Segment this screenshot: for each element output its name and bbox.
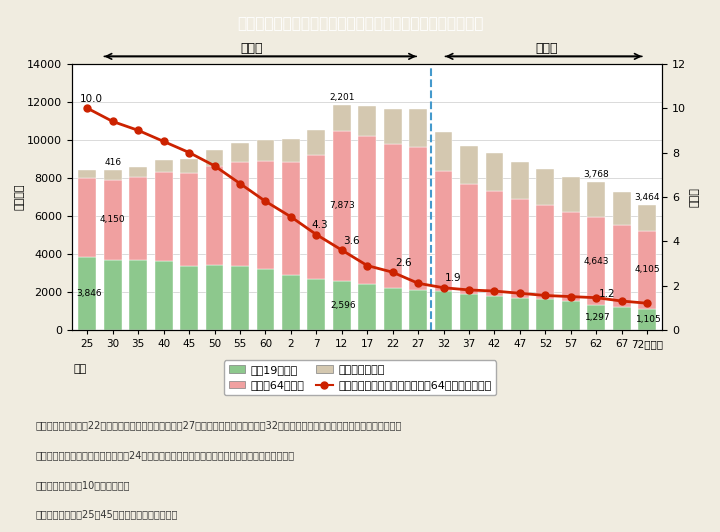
Bar	[638, 205, 656, 231]
Bar	[638, 309, 656, 330]
Text: （備考）　１．平成22年までは総務省「国勢調査」，27年は総務省「人口推計」，32年以降は国立社会保障・人口問題研究所「日本: （備考） １．平成22年までは総務省「国勢調査」，27年は総務省「人口推計」，3…	[36, 420, 402, 430]
Text: 4,105: 4,105	[634, 265, 660, 275]
Text: ３．昭和25～45年は沖縄県を含まない。: ３．昭和25～45年は沖縄県を含まない。	[36, 510, 179, 520]
Bar	[282, 275, 300, 330]
Bar	[485, 153, 503, 191]
Text: 4.3: 4.3	[311, 220, 328, 230]
Bar	[206, 167, 223, 265]
Bar	[78, 170, 96, 178]
Bar	[536, 169, 554, 205]
Bar	[638, 231, 656, 309]
Bar	[384, 110, 402, 144]
Text: 平成: 平成	[284, 364, 297, 374]
Bar	[155, 261, 173, 330]
Bar	[511, 162, 528, 199]
Bar	[588, 182, 605, 217]
Legend: ０～19歳人口, ２０～64歳人口, ６５歳以上人口, ６５歳以上１人を支える２０～64歳人口（右軸）: ０～19歳人口, ２０～64歳人口, ６５歳以上人口, ６５歳以上１人を支える２…	[224, 361, 496, 395]
Bar	[359, 284, 376, 330]
Text: 2.6: 2.6	[395, 258, 412, 268]
Bar	[155, 160, 173, 172]
Bar	[78, 257, 96, 330]
Text: 1.2: 1.2	[599, 289, 616, 299]
Bar	[256, 161, 274, 269]
Bar	[231, 266, 249, 330]
Bar	[485, 296, 503, 330]
Text: 3,846: 3,846	[76, 289, 102, 298]
Bar	[256, 140, 274, 161]
Bar	[435, 291, 452, 330]
Bar	[460, 146, 478, 184]
Bar	[536, 205, 554, 300]
Bar	[613, 307, 631, 330]
Bar	[435, 132, 452, 171]
Bar	[511, 297, 528, 330]
Bar	[307, 155, 325, 279]
Bar	[130, 177, 147, 261]
Text: 4,643: 4,643	[583, 256, 609, 265]
Bar	[333, 131, 351, 280]
Bar	[180, 159, 198, 173]
Bar	[231, 143, 249, 162]
Bar	[282, 162, 300, 275]
Text: 416: 416	[104, 159, 121, 168]
Bar	[384, 288, 402, 330]
Bar	[282, 139, 300, 162]
Text: 2,201: 2,201	[329, 93, 354, 102]
Bar	[104, 170, 122, 180]
Bar	[613, 192, 631, 226]
Text: 1.9: 1.9	[445, 273, 462, 284]
Text: の将来推計人口（平成24年１月推計）」（出生中位（死亡中位）推計）より作成。: の将来推計人口（平成24年１月推計）」（出生中位（死亡中位）推計）より作成。	[36, 450, 295, 460]
Bar	[307, 130, 325, 155]
Text: 昭和: 昭和	[73, 364, 86, 374]
Bar	[409, 290, 427, 330]
Bar	[180, 173, 198, 266]
Bar	[333, 280, 351, 330]
Text: 1,105: 1,105	[636, 315, 662, 324]
Bar	[130, 261, 147, 330]
Bar	[206, 150, 223, 167]
Bar	[485, 191, 503, 296]
Bar	[562, 212, 580, 301]
Y-axis label: （万人）: （万人）	[14, 184, 24, 210]
Bar	[307, 279, 325, 330]
Bar	[562, 301, 580, 330]
Text: 3,464: 3,464	[634, 193, 660, 202]
Bar	[384, 144, 402, 288]
Bar	[78, 178, 96, 257]
Text: Ｉ－特－１図　１人の高齢者を支える現役世代の人数の推移: Ｉ－特－１図 １人の高齢者を支える現役世代の人数の推移	[237, 16, 483, 31]
Bar	[231, 162, 249, 266]
Bar	[359, 106, 376, 136]
Bar	[562, 177, 580, 212]
Bar	[613, 226, 631, 307]
Text: 推計値: 推計値	[536, 42, 558, 55]
Text: 4,150: 4,150	[100, 215, 125, 224]
Text: 10.0: 10.0	[80, 94, 103, 104]
Bar	[180, 266, 198, 330]
Bar	[460, 294, 478, 330]
Bar	[155, 172, 173, 261]
Bar	[130, 167, 147, 177]
Text: ２．各年10月１日現在。: ２．各年10月１日現在。	[36, 480, 130, 490]
Y-axis label: （人）: （人）	[689, 187, 699, 207]
Text: 7,873: 7,873	[329, 201, 355, 210]
Bar	[206, 265, 223, 330]
Bar	[588, 305, 605, 330]
Bar	[511, 199, 528, 297]
Bar	[256, 269, 274, 330]
Text: 3.6: 3.6	[343, 236, 360, 246]
Bar	[359, 136, 376, 284]
Text: 実質値: 実質値	[240, 42, 263, 55]
Bar	[333, 105, 351, 131]
Bar	[536, 300, 554, 330]
Bar	[588, 217, 605, 305]
Bar	[104, 180, 122, 260]
Text: 2,596: 2,596	[330, 301, 356, 310]
Bar	[435, 171, 452, 291]
Text: 3,768: 3,768	[583, 170, 609, 179]
Bar	[409, 147, 427, 290]
Text: 1,297: 1,297	[585, 313, 611, 322]
Bar	[409, 110, 427, 147]
Bar	[104, 260, 122, 330]
Bar	[460, 184, 478, 294]
